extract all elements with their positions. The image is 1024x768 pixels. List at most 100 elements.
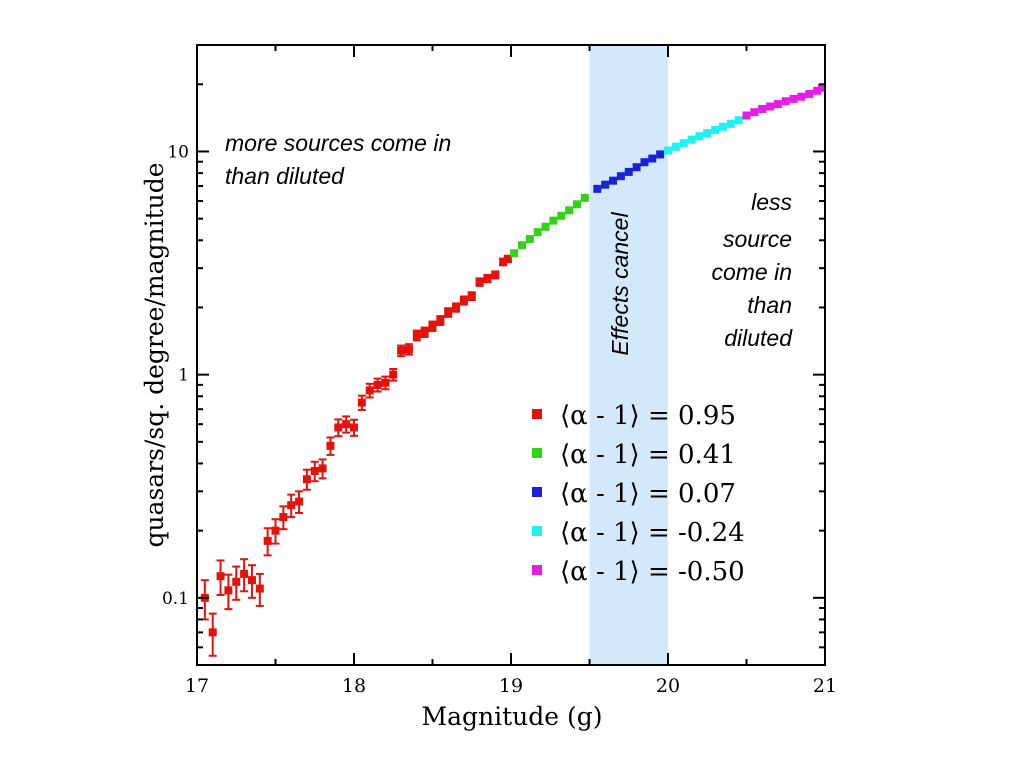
data-point [444,308,453,317]
data-point [295,497,304,506]
data-point [664,146,672,155]
data-point [428,322,437,331]
x-tick-label: 21 [813,675,837,697]
series-4 [664,116,743,155]
data-point [789,94,798,103]
data-point [797,92,806,101]
data-points [200,83,826,657]
data-point [805,89,814,98]
data-point [247,576,256,585]
x-tick-label: 18 [342,675,366,697]
data-point [781,97,790,106]
data-point [695,132,704,141]
data-point [580,193,589,202]
data-point [357,398,366,407]
data-point [726,119,735,128]
data-point [671,142,680,151]
data-point [541,222,550,231]
data-point [593,184,602,193]
data-point [232,577,241,586]
legend-swatch [532,526,542,536]
annotation-right-line: come in [711,259,792,285]
data-point [711,125,720,134]
data-point [491,270,500,279]
data-point [616,172,625,181]
data-point [624,167,633,176]
data-point [467,292,476,301]
axis-ticks: 17 18 19 20 21 0.1 1 10 [162,45,837,697]
annotation-right-line: than [747,292,792,318]
data-point [208,628,217,637]
annotation-right-line: diluted [724,325,793,351]
data-point [734,116,743,125]
data-point [525,235,534,244]
data-point [271,526,280,535]
legend-label: ⟨α - 1⟩ = 0.41 [560,440,736,470]
legend: ⟨α - 1⟩ = 0.95 ⟨α - 1⟩ = 0.41 ⟨α - 1⟩ = 0.… [532,401,745,587]
legend-label: ⟨α - 1⟩ = -0.50 [560,557,745,587]
data-point [648,154,657,163]
data-point [510,249,519,258]
x-tick-label: 20 [656,675,680,697]
data-point [565,206,574,215]
legend-item: ⟨α - 1⟩ = -0.50 [532,557,745,587]
annotation-right-line: source [723,226,792,252]
data-point [533,228,542,237]
legend-swatch [532,565,542,575]
data-point [255,584,264,593]
x-axis-label: Magnitude (g) [421,702,602,731]
y-tick-label: 1 [178,366,189,386]
data-point [240,569,249,578]
annotation-right-line: less [751,189,792,215]
data-point [459,296,468,305]
data-point [365,386,374,395]
series-2 [510,193,589,258]
data-point [310,467,319,476]
data-point [499,257,508,266]
legend-label: ⟨α - 1⟩ = 0.95 [560,401,736,431]
legend-swatch [532,487,542,497]
data-point [766,102,775,111]
data-point [224,586,233,595]
data-point [373,380,382,389]
data-point [687,135,696,144]
data-point [503,254,512,263]
data-point [342,420,351,429]
data-point [640,158,649,167]
data-point [287,501,296,510]
data-point [557,211,566,220]
data-point [334,423,343,432]
data-point [326,441,335,450]
data-point [475,278,484,287]
data-point [773,100,782,109]
series-1 [200,254,512,657]
legend-swatch [532,409,542,419]
data-point [350,423,358,432]
effects-cancel-label: Effects cancel [607,212,633,356]
data-point [817,83,826,92]
data-point [436,316,445,325]
data-point [216,572,225,581]
data-point [679,139,688,148]
annotation-left-line: than diluted [225,163,345,189]
series-3 [593,150,665,193]
data-point [412,331,421,340]
data-point [397,346,406,355]
legend-swatch [532,448,542,458]
data-point [549,216,558,225]
effects-cancel-band [589,45,668,665]
legend-item: ⟨α - 1⟩ = 0.41 [532,440,736,470]
data-point [389,370,398,379]
y-tick-label: 0.1 [162,589,189,609]
data-point [452,303,461,312]
y-tick-label: 10 [167,142,189,162]
legend-item: ⟨α - 1⟩ = 0.95 [532,401,736,431]
x-tick-label: 17 [185,675,209,697]
data-point [572,200,581,209]
data-point [263,536,272,545]
data-point [750,108,759,117]
data-point [517,241,526,250]
data-point [381,378,390,387]
data-point [318,464,327,473]
